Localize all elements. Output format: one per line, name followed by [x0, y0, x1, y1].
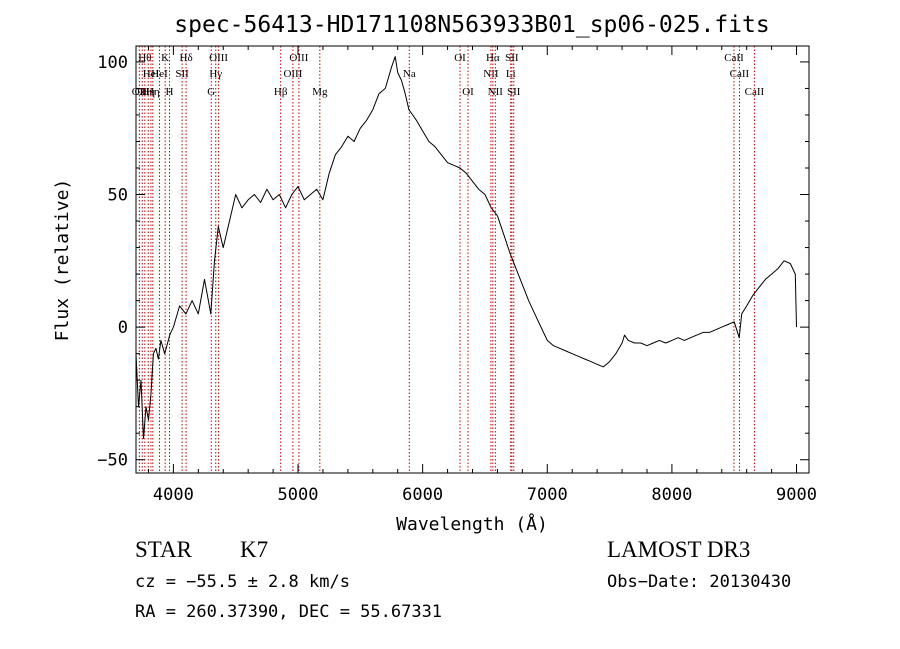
line-marker-label: OIII: [289, 52, 308, 64]
x-tick-label: 7000: [527, 485, 568, 505]
x-tick-label: 8000: [651, 485, 692, 505]
line-marker-label: CaII: [724, 52, 744, 64]
line-marker-label: Hβ: [274, 86, 288, 98]
line-marker-label: CaII: [745, 86, 765, 98]
line-marker-label: K: [161, 52, 169, 64]
survey-name: LAMOST DR3: [607, 537, 751, 562]
y-tick-label: 0: [118, 318, 128, 338]
object-class: STAR: [135, 537, 192, 562]
y-tick-label: 100: [97, 53, 128, 73]
y-axis-label: Flux (relative): [52, 179, 73, 342]
line-marker-label: Hδ: [180, 52, 193, 64]
line-marker-label: Mg: [312, 86, 328, 98]
line-marker-label: HeI: [143, 68, 160, 80]
line-marker-label: Li: [506, 68, 516, 80]
axes: 4000 5000 6000 7000 8000 9000 −50 0 50 100: [97, 46, 817, 505]
spectral-line-markers: OIIOIIHθHηHeIHηHeIKHSIIHδGHγOIIIHβOIIIOI…: [132, 46, 765, 473]
line-marker-label: OIII: [283, 68, 302, 80]
line-marker-label: Na: [403, 68, 416, 80]
chart-title: spec-56413-HD171108N563933B01_sp06-025.f…: [174, 12, 769, 38]
line-marker-label: OI: [462, 86, 474, 98]
line-marker-label: G: [207, 86, 215, 98]
x-tick-label: 5000: [278, 485, 319, 505]
y-tick-label: 50: [108, 186, 128, 206]
spectrum-series-line: [135, 56, 797, 439]
y-tick-label: −50: [97, 451, 128, 471]
line-marker-label: SII: [505, 52, 519, 64]
line-marker-label: Hη: [141, 86, 155, 98]
line-marker-label: HeI: [151, 68, 168, 80]
line-marker-label: SII: [175, 68, 189, 80]
observation-date: Obs−Date: 20130430: [607, 572, 792, 592]
line-marker-label: NII: [488, 86, 504, 98]
line-marker-label: OIII: [209, 52, 228, 64]
line-marker-label: CaII: [730, 68, 750, 80]
x-axis-label: Wavelength (Å): [396, 513, 548, 535]
x-tick-label: 4000: [153, 485, 194, 505]
object-subclass: K7: [240, 537, 269, 562]
line-marker-label: H: [166, 86, 174, 98]
line-marker-label: Hγ: [209, 68, 222, 80]
line-marker-label: Hη: [146, 86, 160, 98]
line-marker-label: OII: [135, 86, 151, 98]
x-tick-label: 9000: [776, 485, 817, 505]
line-marker-label: OI: [454, 52, 466, 64]
plot-frame: [135, 45, 810, 474]
redshift-velocity: cz = −55.5 ± 2.8 km/s: [135, 572, 350, 592]
x-tick-label: 6000: [402, 485, 443, 505]
line-marker-label: SII: [507, 86, 521, 98]
line-marker-label: Hα: [486, 52, 500, 64]
line-marker-label: NII: [483, 68, 499, 80]
coordinates: RA = 260.37390, DEC = 55.67331: [135, 602, 443, 622]
